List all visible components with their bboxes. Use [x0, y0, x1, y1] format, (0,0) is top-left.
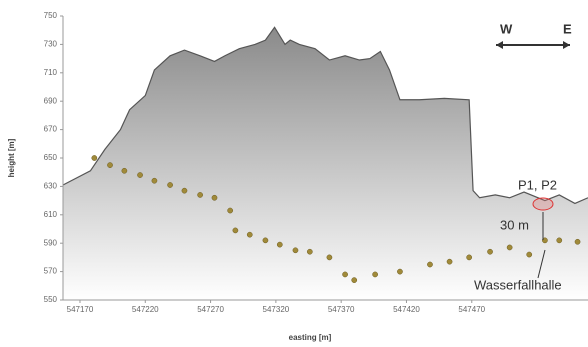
- east-label: E: [563, 21, 572, 36]
- y-tick-label: 750: [44, 11, 58, 20]
- survey-point: [397, 269, 402, 274]
- distance-label: 30 m: [500, 217, 529, 232]
- survey-point: [293, 248, 298, 253]
- survey-point: [247, 232, 252, 237]
- x-tick-label: 547220: [132, 305, 159, 314]
- survey-point: [352, 278, 357, 283]
- survey-point: [152, 178, 157, 183]
- survey-point: [327, 255, 332, 260]
- survey-point: [198, 192, 203, 197]
- survey-point: [122, 168, 127, 173]
- survey-point: [467, 255, 472, 260]
- x-tick-label: 547470: [458, 305, 485, 314]
- survey-point: [307, 249, 312, 254]
- p-marker: [533, 198, 553, 210]
- survey-point: [137, 172, 142, 177]
- survey-point: [167, 182, 172, 187]
- survey-point: [447, 259, 452, 264]
- chart: easting [m] height [m] W E P1, P2 30 m W…: [0, 0, 588, 347]
- survey-point: [263, 238, 268, 243]
- survey-point: [575, 239, 580, 244]
- terrain-fill: [63, 27, 588, 300]
- y-tick-label: 570: [44, 267, 58, 276]
- y-tick-label: 710: [44, 68, 58, 77]
- x-axis-label: easting [m]: [289, 333, 332, 342]
- survey-point: [212, 195, 217, 200]
- survey-point: [182, 188, 187, 193]
- plot-area: [63, 27, 588, 300]
- x-tick-label: 547370: [328, 305, 355, 314]
- y-tick-label: 630: [44, 182, 58, 191]
- survey-point: [487, 249, 492, 254]
- survey-point: [92, 155, 97, 160]
- x-tick-label: 547420: [393, 305, 420, 314]
- survey-point: [342, 272, 347, 277]
- survey-point: [228, 208, 233, 213]
- p-label: P1, P2: [518, 177, 557, 192]
- y-tick-label: 550: [44, 295, 58, 304]
- y-tick-label: 670: [44, 125, 58, 134]
- survey-point: [527, 252, 532, 257]
- y-tick-label: 650: [44, 153, 58, 162]
- survey-point: [107, 163, 112, 168]
- hall-label: Wasserfallhalle: [474, 277, 562, 292]
- y-tick-label: 590: [44, 238, 58, 247]
- x-tick-label: 547170: [67, 305, 94, 314]
- y-tick-label: 610: [44, 210, 58, 219]
- y-axis-label: height [m]: [7, 138, 16, 177]
- west-label: W: [500, 21, 513, 36]
- x-tick-label: 547320: [263, 305, 290, 314]
- survey-point: [373, 272, 378, 277]
- y-tick-label: 690: [44, 96, 58, 105]
- survey-point: [277, 242, 282, 247]
- y-tick-label: 730: [44, 40, 58, 49]
- survey-point: [427, 262, 432, 267]
- survey-point: [507, 245, 512, 250]
- survey-point: [233, 228, 238, 233]
- survey-point: [557, 238, 562, 243]
- x-tick-label: 547270: [197, 305, 224, 314]
